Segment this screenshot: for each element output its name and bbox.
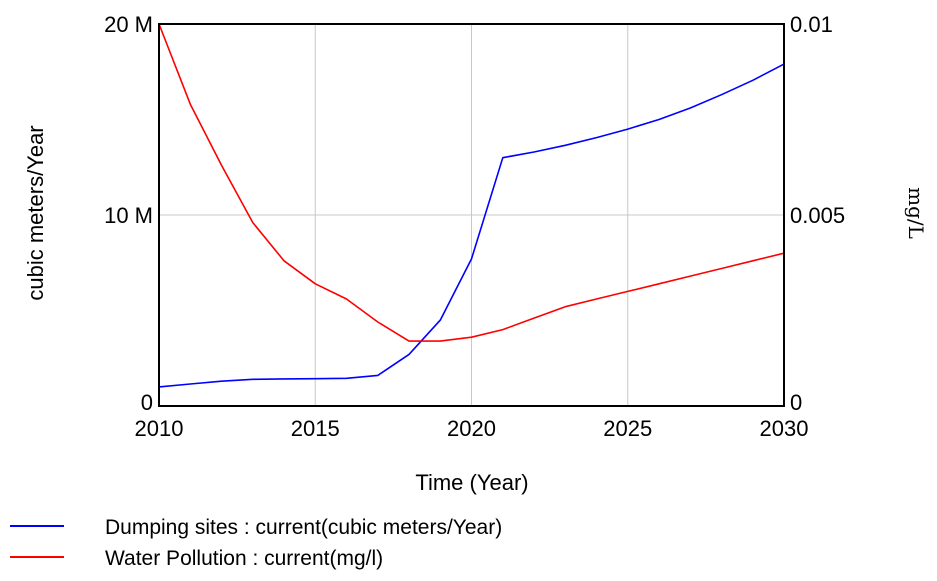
x-tick-label: 2015	[291, 416, 340, 441]
grid-lines	[159, 24, 784, 406]
legend: Dumping sites : current(cubic meters/Yea…	[10, 516, 502, 570]
legend-label-2: Water Pollution : current(mg/l)	[105, 547, 383, 570]
y-right-tick-label: 0.005	[790, 203, 845, 228]
x-axis-label: Time (Year)	[415, 470, 528, 495]
x-tick-label: 2020	[447, 416, 496, 441]
x-tick-label: 2030	[760, 416, 809, 441]
legend-label-1: Dumping sites : current(cubic meters/Yea…	[105, 516, 502, 539]
y-right-tick-label: 0.01	[790, 12, 833, 37]
y-left-tick-label: 10 M	[104, 203, 153, 228]
y-right-tick-label: 0	[790, 390, 802, 415]
x-tick-label: 2010	[135, 416, 184, 441]
series-line-1	[158, 63, 785, 388]
series-line-2	[158, 23, 785, 342]
y-left-tick-label: 0	[141, 390, 153, 415]
x-tick-label: 2025	[603, 416, 652, 441]
y-left-tick-label: 20 M	[104, 12, 153, 37]
plot-frame	[158, 23, 785, 407]
y-axis-right-label: mg/L	[904, 187, 928, 239]
series-layer	[158, 23, 785, 388]
y-axis-left-label: cubic meters/Year	[23, 125, 48, 300]
